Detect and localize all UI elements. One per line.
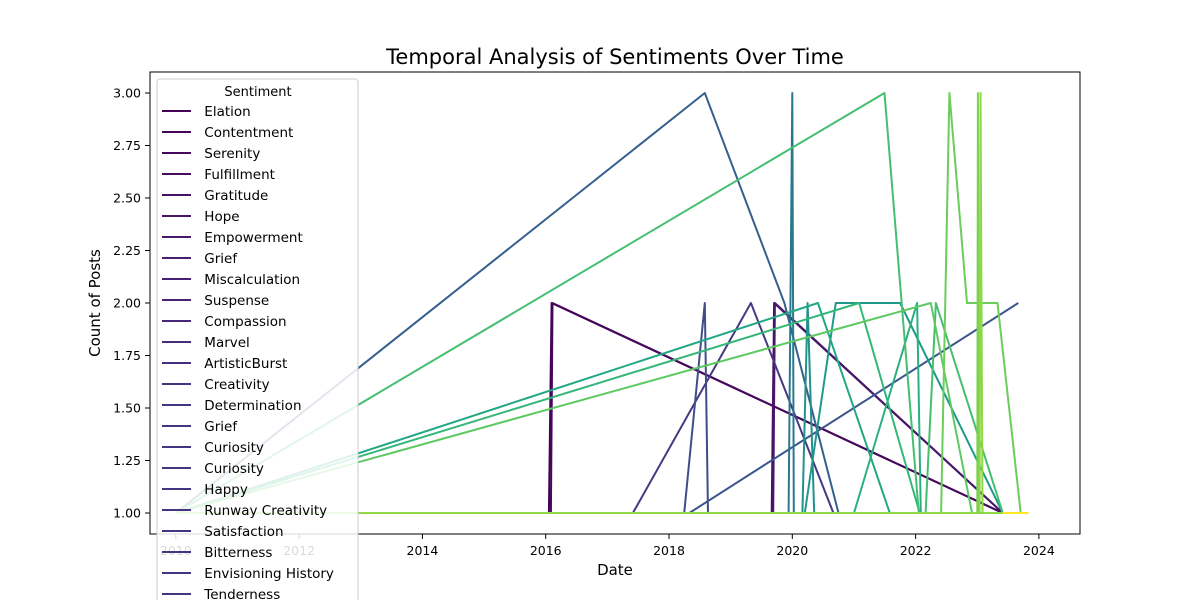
legend-entry-label: Happy [200, 482, 248, 498]
legend-entry-label: Contentment [200, 125, 293, 141]
legend-entry-label: Fulfillment [200, 167, 275, 183]
x-tick-label: 2016 [530, 543, 562, 558]
legend-entry-label: Tenderness [200, 587, 280, 600]
chart-title: Temporal Analysis of Sentiments Over Tim… [385, 45, 844, 69]
legend-entry-label: Gratitude [200, 188, 268, 204]
legend-entry-label: Compassion [200, 314, 287, 330]
y-tick-label: 1.25 [113, 453, 141, 468]
y-tick-label: 1.75 [113, 348, 141, 363]
legend-entry-label: Bitterness [200, 545, 272, 561]
legend-entry-label: Grief [200, 251, 238, 267]
legend-entry-label: Elation [200, 104, 251, 120]
y-tick-label: 2.00 [113, 296, 141, 311]
y-tick-label: 2.75 [113, 138, 141, 153]
legend-entry-label: Curiosity [200, 440, 264, 456]
x-tick-label: 2014 [407, 543, 439, 558]
legend-entry-label: Empowerment [200, 230, 303, 246]
x-tick-label: 2022 [900, 543, 932, 558]
legend-entry-label: Serenity [200, 146, 260, 162]
legend-entry-label: Runway Creativity [200, 503, 327, 519]
legend: Sentiment Elation Contentment Serenity F… [156, 78, 359, 600]
x-axis-label: Date [597, 561, 633, 579]
legend-entry-label: ArtisticBurst [200, 356, 287, 372]
legend-entry-label: Grief [200, 419, 238, 435]
y-tick-label: 2.50 [113, 191, 141, 206]
legend-entry-label: Creativity [200, 377, 270, 393]
y-tick-label: 2.25 [113, 243, 141, 258]
y-axis-label: Count of Posts [86, 249, 104, 357]
y-tick-label: 1.00 [113, 506, 141, 521]
legend-entry-label: Suspense [200, 293, 269, 309]
legend-box [156, 78, 359, 600]
y-axis: 1.00 1.25 1.50 1.75 2.00 2.25 2.50 2.75 3.00 [113, 86, 150, 521]
legend-entry-label: Envisioning History [200, 566, 334, 582]
legend-entry-label: Satisfaction [200, 524, 284, 540]
y-tick-label: 3.00 [113, 86, 141, 101]
y-tick-label: 1.50 [113, 401, 141, 416]
legend-entry-label: Curiosity [200, 461, 264, 477]
legend-entry-label: Determination [200, 398, 302, 414]
series-line-25 [175, 92, 1003, 514]
legend-title: Sentiment [224, 85, 291, 100]
legend-entry-label: Miscalculation [200, 272, 300, 288]
legend-entry-label: Hope [200, 209, 240, 225]
x-tick-label: 2020 [776, 543, 808, 558]
legend-entry-label: Marvel [200, 335, 250, 351]
x-tick-label: 2018 [653, 543, 685, 558]
legend-items: Elation Contentment Serenity Fulfillment… [162, 104, 334, 600]
x-tick-label: 2024 [1023, 543, 1055, 558]
